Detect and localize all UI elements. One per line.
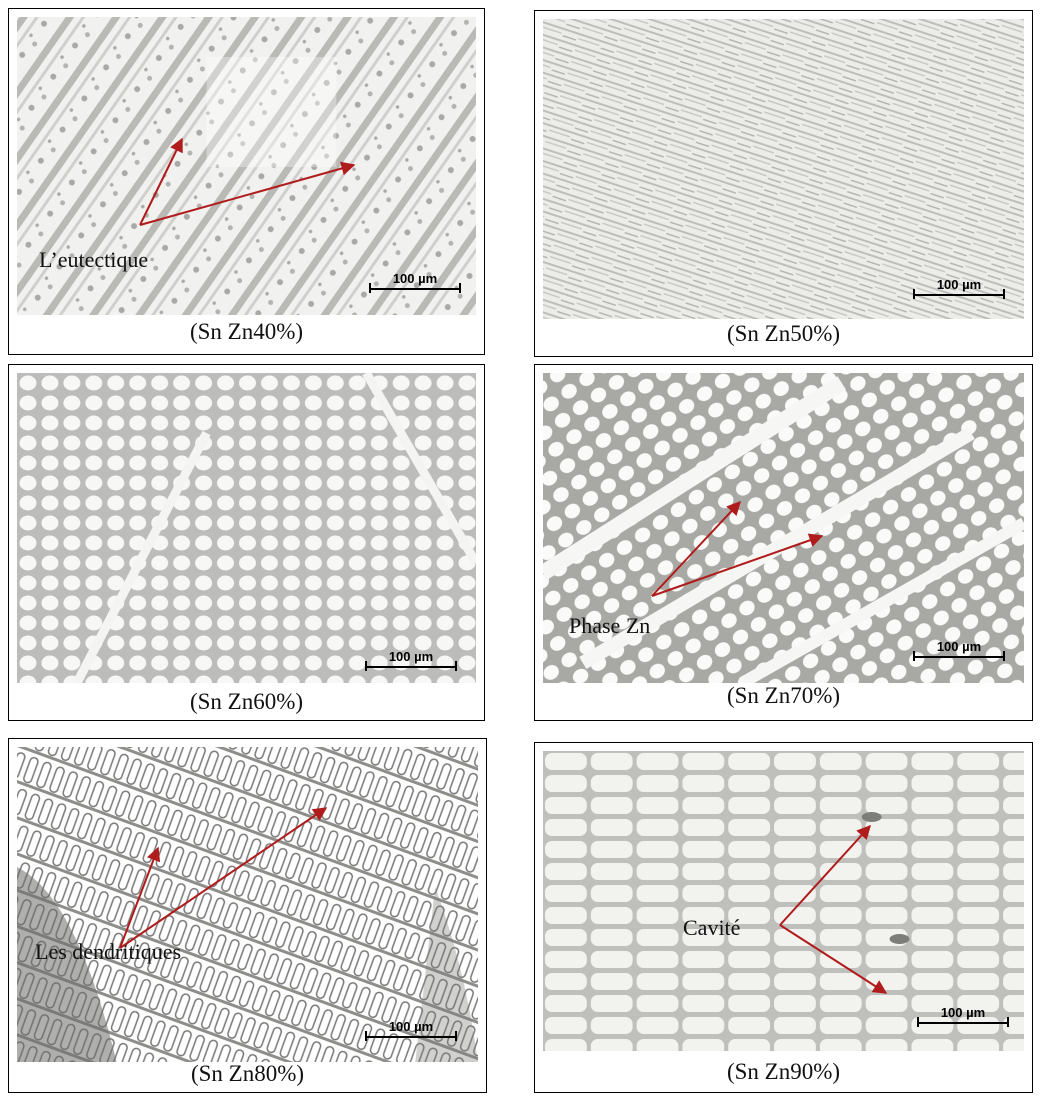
scale-bar-label: 100 µm bbox=[936, 277, 982, 292]
scale-bar: 100 µm bbox=[365, 649, 457, 671]
scale-bar: 100 µm bbox=[365, 1019, 457, 1041]
scale-bar: 100 µm bbox=[913, 277, 1005, 299]
scale-bar-label: 100 µm bbox=[388, 649, 434, 664]
panel-caption: (Sn Zn80%) bbox=[190, 1061, 305, 1086]
scale-bar-label: 100 µm bbox=[388, 1019, 434, 1034]
panel-sn-zn50: 100 µm (Sn Zn50%) bbox=[534, 10, 1033, 357]
panel-caption: (Sn Zn90%) bbox=[726, 1059, 841, 1084]
scale-bar: 100 µm bbox=[917, 1005, 1009, 1027]
annotation-label: L’eutectique bbox=[39, 247, 149, 272]
scale-bar: 100 µm bbox=[913, 639, 1005, 661]
panel-sn-zn70: Phase Zn 100 µm (Sn Zn70%) bbox=[534, 364, 1033, 721]
panel-sn-zn80: Les dendritiques 100 µm (Sn Zn80%) bbox=[8, 738, 487, 1093]
micrograph-image bbox=[543, 19, 1024, 319]
panel-sn-zn40: L’eutectique 100 µm (Sn Zn40%) bbox=[8, 8, 485, 355]
micrograph-svg bbox=[17, 373, 476, 683]
panel-sn-zn60: 100 µm (Sn Zn60%) bbox=[8, 364, 485, 721]
scale-bar-label: 100 µm bbox=[940, 1005, 986, 1020]
panel-caption: (Sn Zn50%) bbox=[726, 321, 841, 346]
scale-bar: 100 µm bbox=[369, 271, 461, 293]
panel-sn-zn90: Cavité 100 µm (Sn Zn90%) bbox=[534, 742, 1033, 1093]
micrograph-svg bbox=[543, 19, 1024, 319]
micrograph-image bbox=[17, 17, 476, 315]
annotation-label: Les dendritiques bbox=[35, 939, 182, 964]
panel-caption: (Sn Zn40%) bbox=[189, 319, 304, 344]
micrograph-svg bbox=[17, 747, 478, 1062]
micrograph-svg bbox=[17, 17, 476, 315]
panel-caption: (Sn Zn70%) bbox=[726, 683, 841, 708]
panel-caption: (Sn Zn60%) bbox=[189, 689, 304, 714]
micrograph-image bbox=[17, 747, 478, 1062]
micrograph-image bbox=[17, 373, 476, 683]
scale-bar-label: 100 µm bbox=[392, 271, 438, 286]
annotation-label: Phase Zn bbox=[569, 613, 651, 638]
annotation-label: Cavité bbox=[683, 915, 741, 940]
scale-bar-label: 100 µm bbox=[936, 639, 982, 654]
